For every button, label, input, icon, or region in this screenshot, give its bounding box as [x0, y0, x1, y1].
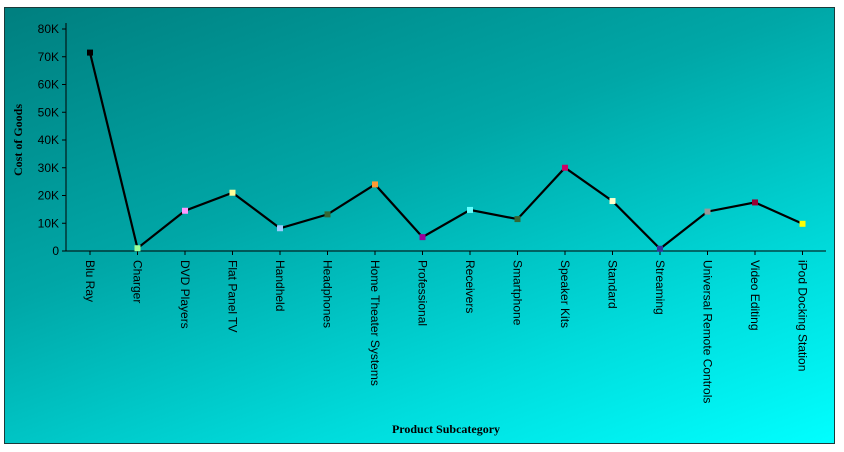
x-tick-label: Standard [606, 260, 620, 309]
data-line [88, 52, 803, 251]
y-tick-label: 20K [38, 189, 59, 203]
data-point [799, 220, 806, 227]
y-tick-label: 10K [38, 216, 59, 230]
chart-frame [4, 7, 835, 444]
data-point [704, 208, 711, 215]
x-axis-title: Product Subcategory [392, 422, 500, 436]
data-point [752, 199, 758, 206]
x-tick-label: Universal Remote Controls [701, 260, 715, 403]
series [87, 49, 806, 252]
x-tick-label: DVD Players [178, 260, 192, 329]
data-point [324, 211, 331, 218]
y-tick-label: 40K [38, 133, 59, 147]
x-tick-label: Handheld [273, 260, 287, 311]
data-point [277, 225, 283, 232]
x-tick-label: Flat Panel TV [226, 260, 240, 332]
x-tick-label: Charger [131, 260, 145, 303]
x-tick-label: Headphones [321, 260, 335, 328]
x-tick-label: iPod Docking Station [796, 260, 810, 371]
y-axis-title: Cost of Goods [11, 104, 25, 176]
y-tick-label: 50K [38, 105, 59, 119]
data-point [562, 164, 568, 171]
data-point [657, 245, 663, 252]
y-tick-label: 80K [38, 22, 59, 36]
data-point [229, 189, 236, 196]
data-point [467, 206, 473, 213]
data-point [514, 216, 521, 223]
y-tick-label: 70K [38, 50, 59, 64]
data-point [87, 49, 93, 56]
y-tick-label: 30K [38, 161, 59, 175]
data-point [182, 207, 188, 214]
x-tick-label: Speaker Kits [558, 260, 572, 328]
x-tick-label: Receivers [463, 260, 477, 313]
data-point [372, 181, 378, 188]
x-tick-label: Video Editing [748, 260, 762, 331]
y-tick-label: 0 [52, 244, 59, 258]
data-point [419, 234, 426, 241]
y-tick-label: 60K [38, 78, 59, 92]
x-tick-label: Home Theater Systems [368, 260, 382, 386]
x-tick-label: Streaming [653, 260, 667, 315]
data-point [609, 198, 616, 205]
x-tick-label: Professional [416, 260, 430, 326]
x-tick-label: Blu Ray [83, 260, 97, 302]
x-tick-label: Smartphone [511, 260, 525, 326]
axes: 0 10K 20K 30K 40K 50K 60K 70K 80K Blu Ray Charger D… [38, 22, 826, 403]
data-point [134, 245, 141, 252]
